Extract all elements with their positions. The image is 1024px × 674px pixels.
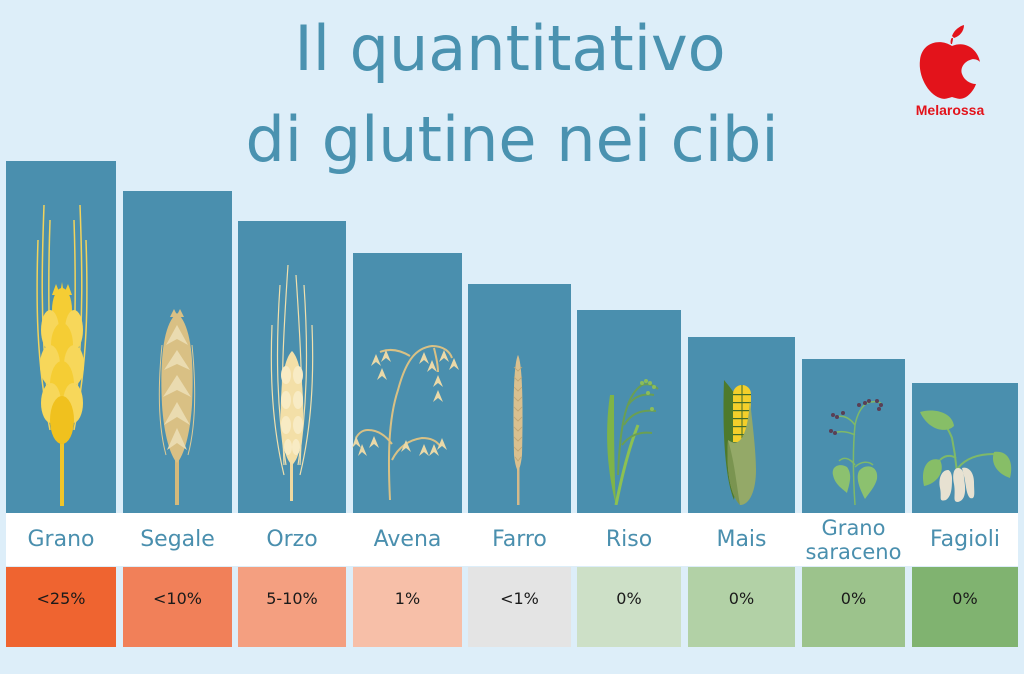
category-label-fagioli: Fagioli [930, 526, 1000, 552]
title-line-2: di glutine nei cibi [245, 103, 779, 176]
value-box-orzo: 5-10% [238, 567, 346, 647]
value-box-avena: 1% [353, 567, 462, 647]
category-label-band [6, 513, 1018, 566]
corn-icon [723, 380, 756, 505]
category-label-farro: Farro [492, 526, 547, 552]
value-box-mais: 0% [688, 567, 795, 647]
category-label-riso: Riso [605, 526, 653, 552]
title-line-1: Il quantitativo [294, 12, 726, 85]
value-box-grano: <25% [6, 567, 116, 647]
beans-icon [920, 410, 1012, 502]
bar-riso [577, 310, 681, 513]
spelt-icon [513, 355, 523, 505]
category-label-grano: Grano [27, 526, 95, 552]
category-label-avena: Avena [373, 526, 442, 552]
oat-icon [352, 344, 459, 501]
buckwheat-icon [829, 399, 883, 505]
category-label-mais: Mais [716, 526, 767, 552]
wheat-icon [36, 204, 88, 506]
brand-name: Melarossa [915, 102, 985, 118]
value-box-segale: <10% [123, 567, 232, 647]
value-box-riso: 0% [577, 567, 681, 647]
bar-avena [353, 253, 462, 513]
apple-icon [919, 25, 980, 99]
value-box-grano-saraceno: 0% [802, 567, 905, 647]
barley-icon [270, 265, 314, 501]
category-label-grano-saraceno: Grano saraceno [805, 515, 902, 564]
value-box-fagioli: 0% [912, 567, 1018, 647]
category-label-orzo: Orzo [266, 526, 318, 552]
rice-icon [607, 379, 659, 505]
category-label-segale: Segale [140, 526, 215, 552]
rye-icon [158, 309, 196, 505]
value-box-farro: <1% [468, 567, 571, 647]
